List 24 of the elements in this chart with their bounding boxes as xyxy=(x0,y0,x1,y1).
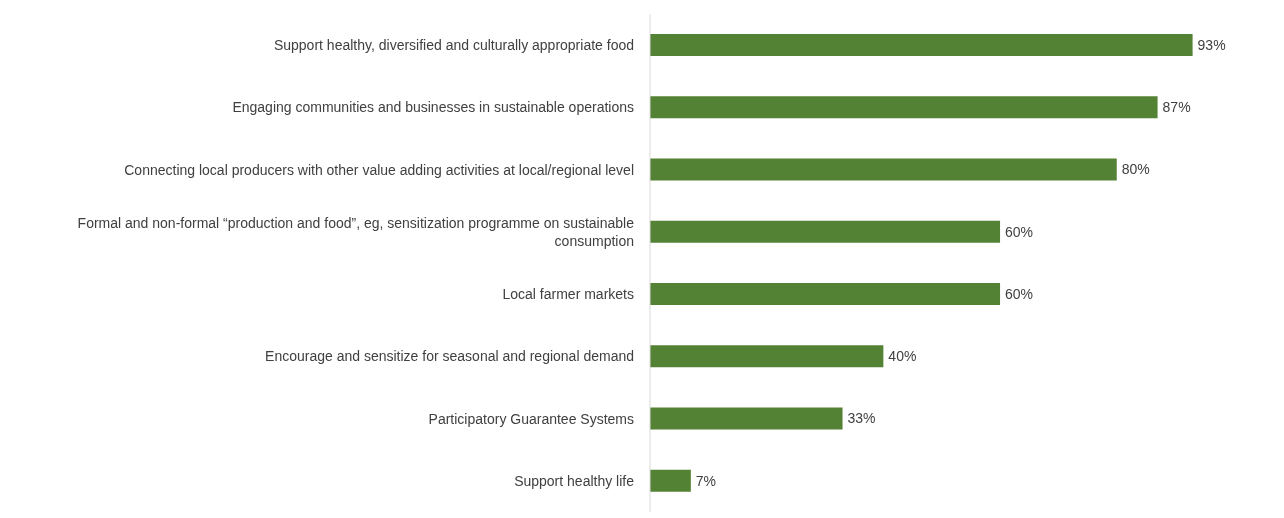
y-tick-label: Support healthy, diversified and culturally appropriate food xyxy=(273,37,634,54)
y-tick-label: Connecting local producers with other value adding activities at local/regional level xyxy=(124,161,634,178)
y-tick-label: Support healthy life xyxy=(514,472,635,489)
data-label: 87% xyxy=(1162,99,1191,116)
bar xyxy=(650,220,1001,243)
data-label: 33% xyxy=(847,410,876,427)
bar xyxy=(650,407,843,430)
data-label: 60% xyxy=(1005,223,1034,240)
data-label: 60% xyxy=(1005,285,1034,302)
bar xyxy=(650,469,691,492)
data-label: 7% xyxy=(695,472,717,489)
y-tick-label: Participatory Guarantee Systems xyxy=(428,410,634,427)
data-label: 80% xyxy=(1121,161,1150,178)
bar xyxy=(650,96,1158,119)
y-tick-label: Encourage and sensitize for seasonal and regional demand xyxy=(265,348,634,365)
y-tick-label: Engaging communities and businesses in sustainable operations xyxy=(232,99,634,116)
bar xyxy=(650,283,1001,305)
data-label: 93% xyxy=(1197,36,1226,53)
y-tick-label: Formal and non-formal “production and food”, eg, sensitization programme on sustainable consumption xyxy=(77,214,635,249)
bar xyxy=(650,158,1117,181)
y-tick-label: Local farmer markets xyxy=(502,286,634,303)
bar xyxy=(650,34,1193,56)
bar xyxy=(650,345,884,368)
data-label: 40% xyxy=(888,348,917,365)
